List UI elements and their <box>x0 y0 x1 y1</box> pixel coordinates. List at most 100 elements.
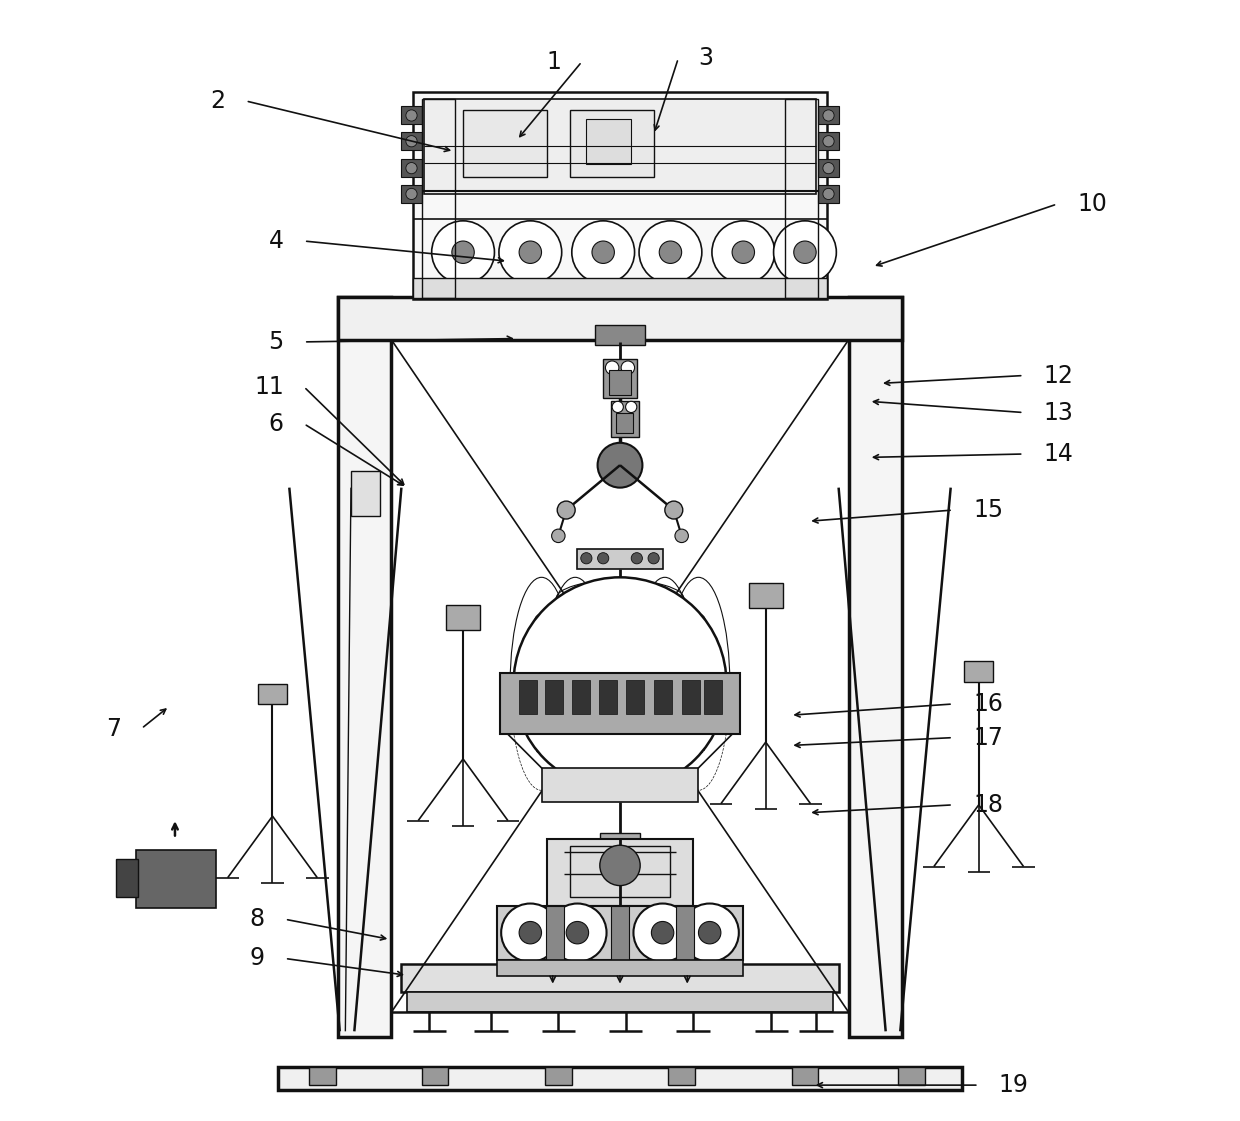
Bar <box>600 833 640 855</box>
Text: 11: 11 <box>254 374 284 399</box>
Bar <box>392 340 848 1012</box>
Circle shape <box>520 241 542 263</box>
Bar <box>544 1067 572 1085</box>
Bar <box>653 680 672 714</box>
Circle shape <box>621 361 635 374</box>
Bar <box>520 680 537 714</box>
Bar <box>258 684 288 704</box>
Bar <box>626 680 644 714</box>
Bar <box>310 1067 336 1085</box>
Bar <box>668 1067 696 1085</box>
Circle shape <box>823 188 835 200</box>
Bar <box>965 661 993 682</box>
Bar <box>497 960 743 976</box>
Bar <box>615 413 634 433</box>
Bar <box>609 370 631 395</box>
Circle shape <box>823 163 835 174</box>
Bar <box>676 906 694 960</box>
Text: 17: 17 <box>973 725 1003 750</box>
Circle shape <box>557 501 575 519</box>
Circle shape <box>567 921 589 944</box>
Bar <box>542 768 698 802</box>
Bar <box>704 680 722 714</box>
Circle shape <box>572 221 635 284</box>
Bar <box>848 297 903 1037</box>
Bar <box>402 185 422 203</box>
Text: 13: 13 <box>1044 400 1074 425</box>
Bar <box>402 964 838 992</box>
Circle shape <box>651 921 673 944</box>
Circle shape <box>520 921 542 944</box>
Bar <box>547 839 693 906</box>
Circle shape <box>626 401 637 413</box>
Bar <box>595 325 645 345</box>
Bar <box>818 185 838 203</box>
Bar <box>337 297 392 1037</box>
Text: 4: 4 <box>269 229 284 253</box>
Circle shape <box>498 221 562 284</box>
Bar <box>569 846 671 897</box>
Bar <box>337 297 903 340</box>
Bar <box>115 859 138 897</box>
Polygon shape <box>609 325 631 342</box>
Bar <box>500 673 740 734</box>
Circle shape <box>613 401 624 413</box>
Bar <box>791 1067 818 1085</box>
Circle shape <box>598 443 642 488</box>
Bar <box>463 110 547 177</box>
Bar <box>599 680 616 714</box>
Text: 12: 12 <box>1044 363 1074 388</box>
Circle shape <box>580 553 591 564</box>
Circle shape <box>823 136 835 147</box>
Text: 1: 1 <box>547 49 562 74</box>
Text: 8: 8 <box>249 907 264 932</box>
Bar <box>749 583 782 608</box>
Circle shape <box>794 241 816 263</box>
Circle shape <box>598 553 609 564</box>
Bar <box>569 110 653 177</box>
Circle shape <box>600 845 640 886</box>
Circle shape <box>552 529 565 543</box>
Bar <box>135 850 217 908</box>
Circle shape <box>649 553 660 564</box>
Circle shape <box>732 241 754 263</box>
Bar <box>611 401 639 437</box>
Text: 5: 5 <box>268 330 284 354</box>
Circle shape <box>675 529 688 543</box>
Circle shape <box>501 904 559 962</box>
Circle shape <box>548 904 606 962</box>
Text: 2: 2 <box>211 89 226 113</box>
Circle shape <box>660 241 682 263</box>
Bar <box>278 1067 962 1090</box>
Circle shape <box>405 110 417 121</box>
Circle shape <box>639 221 702 284</box>
Bar <box>497 906 743 960</box>
Bar <box>818 159 838 177</box>
Text: 14: 14 <box>1044 442 1074 466</box>
Circle shape <box>631 553 642 564</box>
Circle shape <box>451 241 474 263</box>
Bar <box>407 992 833 1012</box>
Text: 3: 3 <box>698 46 713 71</box>
Circle shape <box>698 921 720 944</box>
Bar <box>402 132 422 150</box>
Bar <box>818 106 838 124</box>
Bar <box>898 1067 925 1085</box>
Bar <box>603 359 637 398</box>
Bar <box>544 680 563 714</box>
Bar <box>413 278 827 298</box>
Bar <box>422 1067 449 1085</box>
Bar <box>413 92 827 299</box>
Circle shape <box>405 136 417 147</box>
Bar <box>351 471 381 516</box>
Text: 10: 10 <box>1078 192 1107 216</box>
Bar <box>587 119 631 164</box>
Bar <box>422 99 455 298</box>
Text: 6: 6 <box>269 411 284 436</box>
Circle shape <box>405 188 417 200</box>
Text: 15: 15 <box>973 498 1003 522</box>
Bar <box>402 106 422 124</box>
Bar <box>818 132 838 150</box>
Circle shape <box>405 163 417 174</box>
Bar <box>578 549 662 569</box>
